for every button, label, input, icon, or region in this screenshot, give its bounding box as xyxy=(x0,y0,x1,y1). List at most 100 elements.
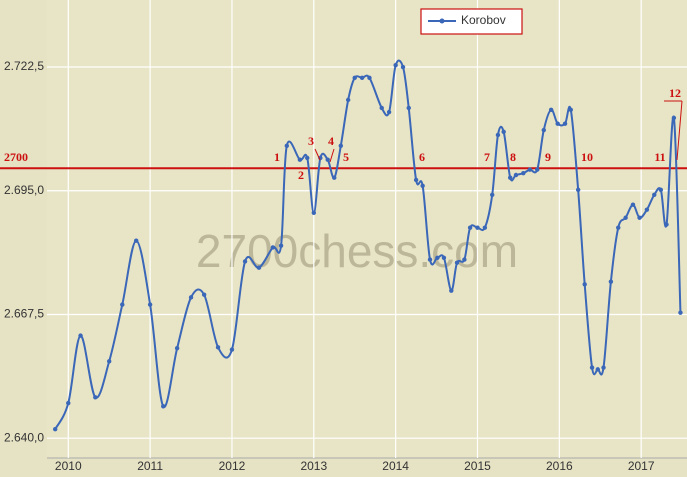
annotation: 6 xyxy=(419,150,425,164)
data-point xyxy=(359,75,365,81)
x-tick-label: 2013 xyxy=(300,459,327,473)
y-tick-label: 2.640,0 xyxy=(4,430,44,444)
data-point xyxy=(652,192,657,198)
data-point xyxy=(332,175,337,180)
data-point xyxy=(541,127,546,133)
x-tick-label: 2017 xyxy=(628,459,655,473)
annotation-leader xyxy=(314,148,321,161)
data-point xyxy=(413,177,419,183)
annotation: 11 xyxy=(654,150,665,164)
data-point xyxy=(284,143,289,148)
y-tick-label: 2.695,0 xyxy=(4,183,44,197)
legend-label: Korobov xyxy=(461,13,506,27)
data-point xyxy=(352,75,357,81)
data-point xyxy=(575,187,581,193)
annotation: 12 xyxy=(669,86,681,100)
data-point xyxy=(93,395,98,400)
data-point xyxy=(215,345,221,350)
annotation-leader xyxy=(676,100,683,161)
data-point xyxy=(678,310,683,315)
data-point xyxy=(601,365,606,370)
annotation: 10 xyxy=(581,150,593,164)
data-point xyxy=(188,295,194,300)
data-point xyxy=(174,346,180,351)
x-tick-label: 2010 xyxy=(55,459,82,473)
data-point xyxy=(658,187,664,193)
data-point xyxy=(589,365,595,370)
data-point xyxy=(568,107,573,112)
data-point xyxy=(435,255,440,260)
data-point xyxy=(467,225,473,230)
data-point xyxy=(78,333,83,338)
data-point xyxy=(671,115,677,121)
data-point xyxy=(475,225,480,230)
data-point xyxy=(134,238,139,243)
data-point xyxy=(305,155,310,161)
data-point xyxy=(582,282,587,287)
data-point xyxy=(449,288,454,293)
data-point xyxy=(278,243,284,248)
data-point xyxy=(256,265,262,270)
data-point xyxy=(521,171,526,176)
data-point xyxy=(242,259,248,264)
data-point xyxy=(311,210,317,216)
data-point xyxy=(562,121,568,126)
annotation: 9 xyxy=(545,150,551,164)
data-point xyxy=(379,105,384,111)
watermark: 2700chess.com xyxy=(196,225,518,277)
x-tick-label: 2014 xyxy=(382,459,409,473)
data-point xyxy=(367,75,372,81)
data-point xyxy=(608,279,614,284)
data-point xyxy=(555,121,560,126)
data-point xyxy=(120,302,125,307)
data-point xyxy=(325,157,330,162)
data-point xyxy=(338,143,344,148)
data-point xyxy=(229,347,235,352)
data-point xyxy=(386,109,392,115)
annotation: 5 xyxy=(343,150,349,164)
annotation: 8 xyxy=(510,150,516,164)
annotation: 2 xyxy=(298,168,304,182)
annotation: 7 xyxy=(484,150,490,164)
data-point xyxy=(548,107,554,112)
data-point xyxy=(616,225,621,230)
data-point xyxy=(630,202,636,207)
data-point xyxy=(270,245,276,250)
x-tick-label: 2011 xyxy=(137,459,163,473)
annotation-leader xyxy=(329,148,335,163)
data-point xyxy=(427,257,433,262)
annotation: 4 xyxy=(328,134,334,148)
x-tick-label: 2015 xyxy=(464,459,491,473)
data-point xyxy=(441,255,447,260)
annotation: 3 xyxy=(308,134,314,148)
annotation: 1 xyxy=(274,150,280,164)
data-point xyxy=(495,132,501,138)
data-point xyxy=(161,404,166,409)
data-point xyxy=(393,63,398,68)
data-point xyxy=(147,302,153,307)
data-point xyxy=(297,157,303,162)
data-point xyxy=(501,129,506,135)
data-point xyxy=(482,225,488,230)
data-point xyxy=(623,215,628,220)
legend-marker xyxy=(439,18,445,24)
data-point xyxy=(201,292,207,297)
data-point xyxy=(490,192,495,198)
data-point xyxy=(406,105,411,111)
data-point xyxy=(513,172,519,178)
data-point xyxy=(595,367,600,372)
data-point xyxy=(644,207,650,212)
y-tick-label: 2.722,5 xyxy=(4,59,44,73)
data-point xyxy=(527,167,533,172)
x-tick-label: 2012 xyxy=(219,459,246,473)
data-point xyxy=(664,222,669,227)
data-point xyxy=(454,260,460,265)
x-tick-label: 2016 xyxy=(546,459,573,473)
data-point xyxy=(637,215,642,220)
data-point xyxy=(420,183,425,189)
data-point xyxy=(400,64,406,70)
data-point xyxy=(52,427,58,432)
data-point xyxy=(535,167,540,172)
